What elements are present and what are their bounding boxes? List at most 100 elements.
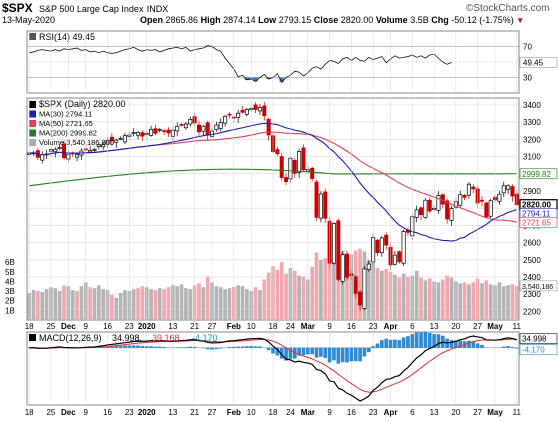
volume-bar xyxy=(445,275,449,320)
price-x-tick-label: 23 xyxy=(369,322,378,331)
price-x-tick-label: 16 xyxy=(347,322,356,331)
volume-bar xyxy=(53,288,58,320)
macd-histogram-bar xyxy=(310,347,315,355)
macd-legend-value: 34.998, xyxy=(112,333,142,343)
macd-histogram-bar xyxy=(353,347,358,362)
candle-body xyxy=(157,128,162,131)
volume-bar xyxy=(36,291,40,320)
price-tick-label: 2600 xyxy=(523,239,541,248)
candle-body xyxy=(384,234,389,246)
price-x-tick-label: 25 xyxy=(46,322,55,331)
macd-histogram-bar xyxy=(306,347,310,355)
macd-histogram-bar xyxy=(110,345,114,348)
price-x-tick-label: 13 xyxy=(430,322,439,331)
candle-body xyxy=(297,150,302,173)
macd-x-tick-label: 9 xyxy=(327,408,332,417)
volume-bar xyxy=(310,266,315,320)
volume-bar xyxy=(236,285,240,320)
macd-x-tick-label: Dec xyxy=(61,408,76,417)
price-tick-label: 3400 xyxy=(523,101,541,110)
volume-bar xyxy=(162,289,166,320)
macd-histogram-bar xyxy=(514,347,519,349)
candle-body xyxy=(92,149,97,151)
legend-swatch xyxy=(29,120,36,127)
price-x-tick-label: 18 xyxy=(269,322,278,331)
candle-body xyxy=(436,195,441,211)
candle-body xyxy=(310,167,315,179)
macd-histogram-bar xyxy=(471,341,476,348)
volume-bar xyxy=(506,285,510,320)
candle-body xyxy=(331,223,336,264)
macd-x-tick-label: 9 xyxy=(84,408,89,417)
down-arrow-icon: ▼ xyxy=(516,16,525,25)
macd-x-tick-label: 27 xyxy=(208,408,217,417)
volume-bar xyxy=(258,290,262,320)
volume-bar xyxy=(397,277,402,320)
candle-body xyxy=(109,136,114,142)
candle-body xyxy=(336,220,341,280)
macd-x-tick-label: Mar xyxy=(301,408,315,417)
volume-bar xyxy=(197,283,201,320)
candle-body xyxy=(253,104,258,110)
symbol: $SPX xyxy=(2,1,33,15)
candle-body xyxy=(183,123,188,129)
macd-x-tick-label: Apr xyxy=(384,408,398,417)
candle-body xyxy=(449,208,454,221)
volume-bar xyxy=(436,282,441,320)
candle-body xyxy=(362,268,367,309)
rsi-value-label: 49.45 xyxy=(523,58,544,67)
candle-body xyxy=(471,186,476,190)
candle-body xyxy=(366,263,371,270)
macd-histogram-bar xyxy=(358,347,362,362)
macd-x-tick-label: 20 xyxy=(451,408,460,417)
candle-body xyxy=(423,199,428,218)
ma30-value-marker-label: 2794.11 xyxy=(522,210,551,219)
volume-bar xyxy=(214,286,219,320)
macd-x-tick-label: 13 xyxy=(430,408,439,417)
macd-x-tick-label: 6 xyxy=(410,408,415,417)
macd-histogram-bar xyxy=(371,346,375,348)
candle-body xyxy=(479,199,484,202)
price-tick-label: 2500 xyxy=(523,256,541,265)
price-x-tick-label: 6 xyxy=(410,322,415,331)
macd-histogram-bar xyxy=(349,347,354,362)
volume-bar xyxy=(366,260,371,320)
candle-body xyxy=(314,181,319,218)
candle-body xyxy=(162,130,167,133)
price-x-tick-label: 9 xyxy=(327,322,332,331)
volume-bar xyxy=(275,269,280,320)
price-x-tick-label: 27 xyxy=(473,322,482,331)
candle-body xyxy=(458,194,463,206)
price-tick-label: 3200 xyxy=(523,135,541,144)
candle-body xyxy=(488,200,493,217)
macd-histogram-bar xyxy=(284,347,288,361)
volume-bar xyxy=(123,290,127,320)
macd-x-tick-label: 13 xyxy=(168,408,177,417)
volume-bar xyxy=(70,290,75,320)
ma200-legend-label: MA(200) 2999.82 xyxy=(39,129,97,138)
volume-bar xyxy=(166,287,171,320)
volume-bar xyxy=(380,270,384,320)
macd-histogram-bar xyxy=(297,347,301,356)
candle-body xyxy=(375,239,380,254)
price-tick-label: 2300 xyxy=(523,290,541,299)
price-tick-label: 3300 xyxy=(523,118,541,127)
volume-bar xyxy=(79,286,84,320)
rsi-line xyxy=(29,45,452,83)
volume-bar xyxy=(488,284,493,320)
volume-bar xyxy=(157,288,162,320)
macd-histogram-bar xyxy=(475,343,480,348)
candle-body xyxy=(284,177,289,182)
volume-bar xyxy=(414,270,419,320)
macd-x-tick-label: 18 xyxy=(25,408,34,417)
macd-x-tick-label: 16 xyxy=(347,408,356,417)
volume-bar xyxy=(484,280,489,320)
legend-swatch xyxy=(29,139,36,146)
macd-histogram-bar xyxy=(245,346,249,348)
candle-body xyxy=(392,254,397,265)
volume-bar xyxy=(501,286,506,320)
volume-bar xyxy=(131,289,136,320)
legend-swatch xyxy=(29,110,36,118)
candle-body xyxy=(323,191,328,219)
volume-tick-label: 2B xyxy=(5,297,15,306)
